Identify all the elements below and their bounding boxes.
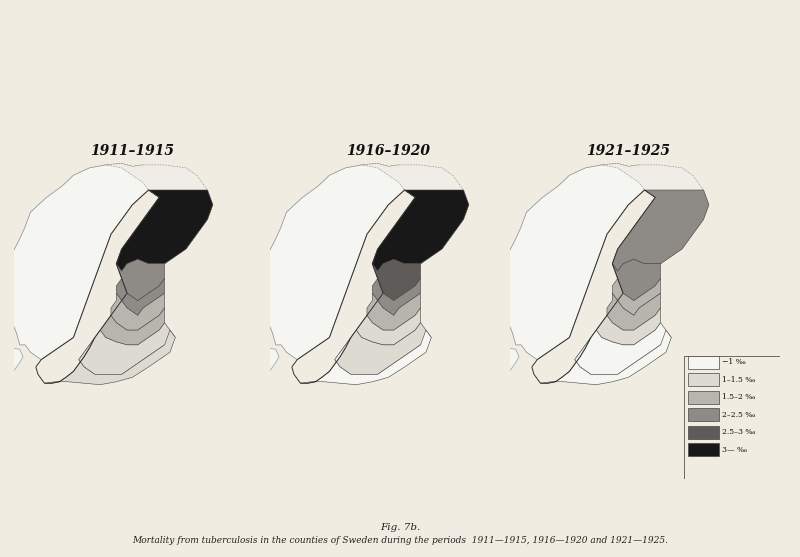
- Bar: [688, 443, 718, 456]
- Polygon shape: [362, 163, 469, 271]
- Polygon shape: [2, 163, 149, 360]
- Polygon shape: [372, 260, 421, 301]
- Bar: [688, 408, 718, 421]
- Polygon shape: [78, 323, 175, 374]
- Polygon shape: [612, 278, 661, 315]
- Bar: [688, 426, 718, 439]
- Polygon shape: [106, 163, 213, 271]
- Bar: [688, 390, 718, 404]
- Polygon shape: [334, 323, 431, 374]
- Text: 1.5–2 ‰: 1.5–2 ‰: [722, 393, 756, 401]
- Polygon shape: [356, 308, 421, 345]
- Polygon shape: [372, 190, 469, 271]
- Polygon shape: [45, 330, 175, 385]
- Polygon shape: [489, 348, 519, 389]
- Text: 1916–1920: 1916–1920: [346, 144, 430, 158]
- Text: 1–1.5 ‰: 1–1.5 ‰: [722, 375, 756, 384]
- Text: 2–2.5 ‰: 2–2.5 ‰: [722, 411, 756, 419]
- Text: Mortality from tuberculosis in the counties of Sweden during the periods  1911—1: Mortality from tuberculosis in the count…: [132, 536, 668, 545]
- Polygon shape: [100, 308, 165, 345]
- Polygon shape: [607, 293, 661, 330]
- Text: 1911–1915: 1911–1915: [90, 144, 174, 158]
- Polygon shape: [372, 278, 421, 315]
- Polygon shape: [0, 348, 23, 389]
- Polygon shape: [301, 330, 431, 385]
- Bar: [688, 355, 718, 369]
- FancyBboxPatch shape: [684, 356, 780, 479]
- Polygon shape: [574, 323, 671, 374]
- Polygon shape: [596, 308, 661, 345]
- Polygon shape: [602, 163, 709, 271]
- Text: Fig. 7b.: Fig. 7b.: [380, 523, 420, 532]
- Text: 2.5–3 ‰: 2.5–3 ‰: [722, 428, 756, 436]
- Polygon shape: [612, 260, 661, 301]
- Polygon shape: [258, 163, 405, 360]
- Polygon shape: [541, 330, 671, 385]
- Text: −1 ‰: −1 ‰: [722, 358, 746, 366]
- Text: 3— ‰: 3— ‰: [722, 446, 747, 453]
- Polygon shape: [116, 278, 165, 315]
- Text: 1921–1925: 1921–1925: [586, 144, 670, 158]
- Polygon shape: [367, 293, 421, 330]
- Bar: [688, 373, 718, 386]
- Polygon shape: [249, 348, 279, 389]
- Polygon shape: [111, 293, 165, 330]
- Polygon shape: [612, 190, 709, 271]
- Polygon shape: [498, 163, 645, 360]
- Polygon shape: [116, 260, 165, 301]
- Polygon shape: [116, 190, 213, 271]
